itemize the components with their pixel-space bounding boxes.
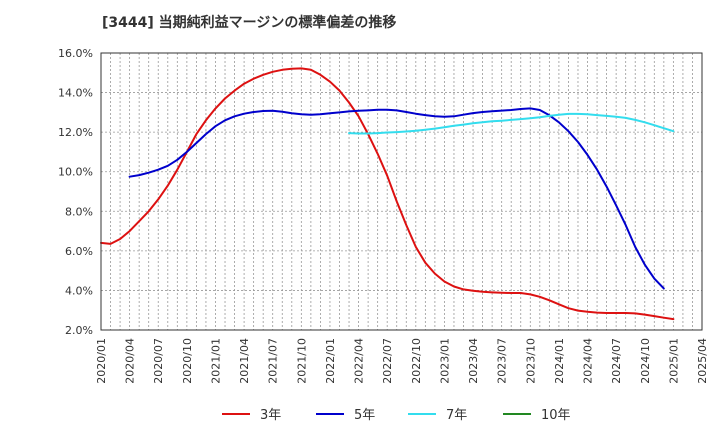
x-tick-label: 2025/01 [667, 338, 680, 384]
legend-label: 3年 [260, 408, 281, 423]
plot-area [101, 53, 702, 330]
legend-label: 5年 [354, 408, 375, 423]
x-tick-label: 2022/01 [324, 338, 337, 384]
chart-title: [3444] 当期純利益マージンの標準偏差の推移 [102, 15, 397, 31]
x-tick-label: 2023/07 [496, 338, 509, 384]
x-tick-label: 2025/04 [696, 338, 709, 384]
y-tick-label: 4.0% [65, 284, 93, 297]
x-tick-label: 2021/10 [295, 338, 308, 384]
y-tick-label: 14.0% [58, 87, 93, 100]
y-tick-label: 16.0% [58, 47, 93, 60]
legend-label: 7年 [446, 408, 467, 423]
y-tick-label: 6.0% [65, 245, 93, 258]
x-tick-label: 2020/10 [181, 338, 194, 384]
x-tick-label: 2022/07 [381, 338, 394, 384]
y-tick-label: 12.0% [58, 126, 93, 139]
x-tick-label: 2020/04 [124, 338, 137, 384]
x-tick-label: 2024/01 [553, 338, 566, 384]
y-tick-label: 8.0% [65, 205, 93, 218]
x-tick-label: 2022/04 [353, 338, 366, 384]
x-tick-label: 2021/04 [238, 338, 251, 384]
y-tick-label: 10.0% [58, 166, 93, 179]
x-tick-label: 2024/10 [639, 338, 652, 384]
x-tick-label: 2024/07 [610, 338, 623, 384]
plot-border [100, 52, 703, 331]
grid-layer [100, 52, 703, 331]
x-tick-label: 2023/01 [438, 338, 451, 384]
series-line-3 [348, 112, 675, 135]
series-line-1 [100, 67, 675, 321]
legend-label: 10年 [541, 408, 571, 423]
x-tick-label: 2020/01 [95, 338, 108, 384]
x-tick-label: 2022/10 [410, 338, 423, 384]
series-layer [100, 67, 675, 321]
x-tick-label: 2021/01 [209, 338, 222, 384]
x-tick-label: 2023/04 [467, 338, 480, 384]
y-tick-label: 2.0% [65, 324, 93, 337]
x-tick-label: 2024/04 [582, 338, 595, 384]
x-tick-label: 2023/10 [524, 338, 537, 384]
axis-layer: 2.0% 4.0% 6.0% 8.0% 10.0% 12.0% 14.0% 16.0% 2020… [58, 47, 709, 384]
x-tick-label: 2021/07 [267, 338, 280, 384]
x-tick-label: 2020/07 [152, 338, 165, 384]
legend: 3年 5年 7年 10年 [222, 408, 571, 423]
series-line-2 [128, 107, 665, 290]
